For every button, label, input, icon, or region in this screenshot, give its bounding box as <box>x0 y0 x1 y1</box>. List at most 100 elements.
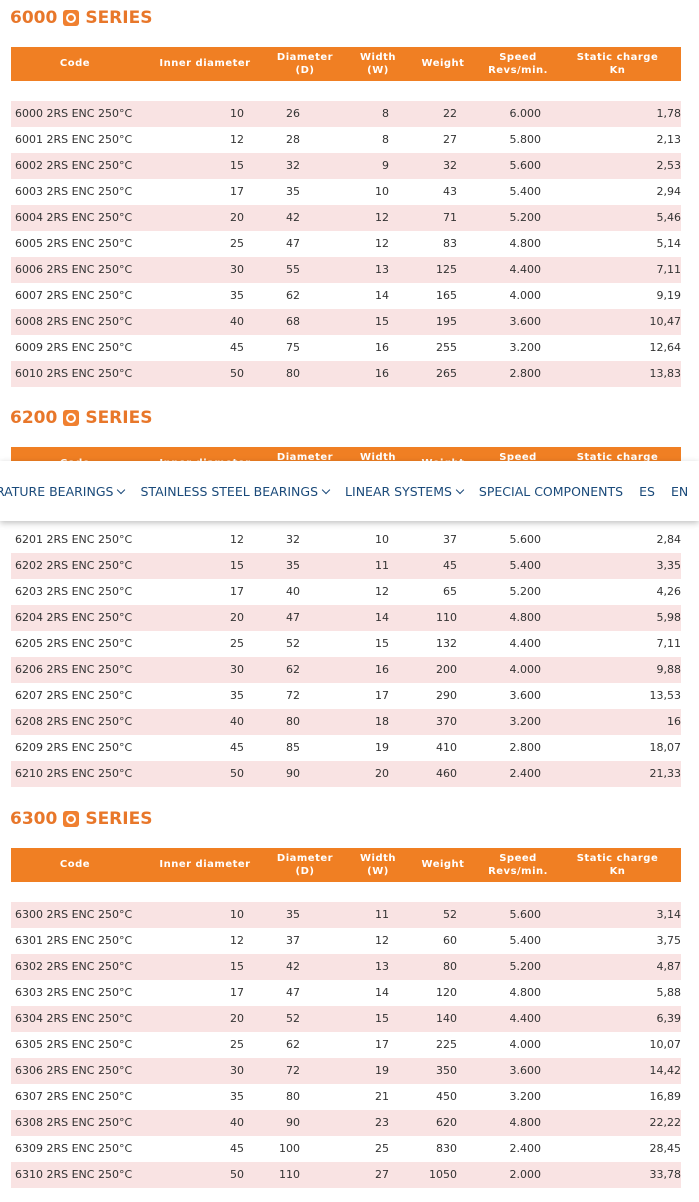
value-cell: 1,78 <box>656 107 682 120</box>
value-cell: 12 <box>230 934 244 947</box>
value-cell: 3,35 <box>656 559 682 572</box>
value-cell: 52 <box>286 637 300 650</box>
table-row: 6305 2RS ENC 250°C 25 62 17 225 4.000 10,07 <box>11 1032 681 1058</box>
code-cell: 6006 2RS ENC 250°C <box>15 263 133 276</box>
value-cell: 11 <box>375 559 389 572</box>
value-cell: 42 <box>286 211 300 224</box>
value-cell: 5.400 <box>509 934 542 947</box>
value-cell: 35 <box>230 1090 244 1103</box>
value-cell: 830 <box>436 1142 457 1155</box>
code-cell: 6010 2RS ENC 250°C <box>15 367 133 380</box>
header-text: Speed <box>499 853 537 864</box>
code-cell: 6004 2RS ENC 250°C <box>15 211 133 224</box>
value-cell: 110 <box>279 1168 300 1181</box>
value-cell: 27 <box>375 1168 389 1181</box>
value-cell: 255 <box>436 341 457 354</box>
header-text: (D) <box>295 65 315 76</box>
value-cell: 1050 <box>429 1168 457 1181</box>
value-cell: 4.800 <box>509 1116 542 1129</box>
value-cell: 7,11 <box>656 637 682 650</box>
series-label: SERIES <box>85 809 153 829</box>
value-cell: 23 <box>375 1116 389 1129</box>
table-row: 6209 2RS ENC 250°C 45 85 19 410 2.800 18,07 <box>11 735 681 761</box>
code-cell: 6002 2RS ENC 250°C <box>15 159 133 172</box>
table-row: 6205 2RS ENC 250°C 25 52 15 132 4.400 7,11 <box>11 631 681 657</box>
value-cell: 9,19 <box>656 289 682 302</box>
nav-label: ES <box>639 483 655 499</box>
value-cell: 17 <box>230 986 244 999</box>
value-cell: 2.800 <box>509 367 542 380</box>
code-cell: 6201 2RS ENC 250°C <box>15 533 133 546</box>
value-cell: 30 <box>230 263 244 276</box>
dropdown-chevron <box>117 485 126 494</box>
value-cell: 52 <box>286 1012 300 1025</box>
series-number: 6200 <box>10 408 58 428</box>
value-cell: 12 <box>375 237 389 250</box>
table-row: 6007 2RS ENC 250°C 35 62 14 165 4.000 9,19 <box>11 283 681 309</box>
nav-item[interactable]: EN <box>671 484 688 499</box>
value-cell: 68 <box>286 315 300 328</box>
code-cell: 6309 2RS ENC 250°C <box>15 1142 133 1155</box>
value-cell: 12 <box>230 533 244 546</box>
header-cell: Weight <box>418 858 468 871</box>
table-header: Code Inner diameter Diameter (D) Width (W) Wei… <box>11 47 681 81</box>
value-cell: 47 <box>286 986 300 999</box>
value-cell: 4.000 <box>509 663 542 676</box>
value-cell: 80 <box>286 715 300 728</box>
value-cell: 9 <box>382 159 389 172</box>
value-cell: 14 <box>375 289 389 302</box>
value-cell: 410 <box>436 741 457 754</box>
value-cell: 16,89 <box>649 1090 682 1103</box>
header-text: Width <box>359 52 396 63</box>
value-cell: 25 <box>230 1038 244 1051</box>
value-cell: 25 <box>375 1142 389 1155</box>
value-cell: 21 <box>375 1090 389 1103</box>
series-icon <box>63 410 80 426</box>
table-row: 6002 2RS ENC 250°C 15 32 9 32 5.600 2,53 <box>11 153 681 179</box>
header-cell: Code <box>30 57 120 70</box>
value-cell: 3.600 <box>509 315 542 328</box>
header-text: Static charge <box>576 452 659 463</box>
header-text: (W) <box>367 866 389 877</box>
value-cell: 45 <box>230 1142 244 1155</box>
value-cell: 20 <box>230 1012 244 1025</box>
value-cell: 18 <box>375 715 389 728</box>
header-cell: Speed Revs/min. <box>478 852 558 878</box>
value-cell: 45 <box>230 741 244 754</box>
value-cell: 50 <box>230 767 244 780</box>
value-cell: 45 <box>230 341 244 354</box>
value-cell: 3.200 <box>509 715 542 728</box>
header-text: Weight <box>421 58 465 69</box>
value-cell: 19 <box>375 741 389 754</box>
value-cell: 15 <box>230 159 244 172</box>
value-cell: 4.400 <box>509 1012 542 1025</box>
value-cell: 5.200 <box>509 960 542 973</box>
header-cell: Speed Revs/min. <box>478 51 558 77</box>
code-cell: 6209 2RS ENC 250°C <box>15 741 133 754</box>
value-cell: 20 <box>230 611 244 624</box>
nav-item[interactable]: SPECIAL COMPONENTS <box>479 484 623 499</box>
nav-item[interactable]: STAINLESS STEEL BEARINGS <box>140 484 331 499</box>
nav-item[interactable]: LINEAR SYSTEMS <box>345 483 465 499</box>
table-row: 6207 2RS ENC 250°C 35 72 17 290 3.600 13,53 <box>11 683 681 709</box>
value-cell: 6,39 <box>656 1012 682 1025</box>
header-text: Diameter <box>276 853 334 864</box>
nav-item[interactable]: RATURE BEARINGS <box>0 484 126 499</box>
value-cell: 2,84 <box>656 533 682 546</box>
value-cell: 370 <box>436 715 457 728</box>
table-row: 6300 2RS ENC 250°C 10 35 11 52 5.600 3,14 <box>11 902 681 928</box>
value-cell: 4.800 <box>509 611 542 624</box>
table-row: 6004 2RS ENC 250°C 20 42 12 71 5.200 5,46 <box>11 205 681 231</box>
value-cell: 40 <box>230 315 244 328</box>
value-cell: 3,75 <box>656 934 682 947</box>
nav-label: LINEAR SYSTEMS <box>345 483 452 499</box>
value-cell: 4.800 <box>509 237 542 250</box>
value-cell: 16 <box>375 367 389 380</box>
value-cell: 75 <box>286 341 300 354</box>
value-cell: 3.600 <box>509 1064 542 1077</box>
value-cell: 26 <box>286 107 300 120</box>
nav-item[interactable]: ES <box>639 484 655 499</box>
table-row: 6203 2RS ENC 250°C 17 40 12 65 5.200 4,26 <box>11 579 681 605</box>
value-cell: 2.400 <box>509 1142 542 1155</box>
